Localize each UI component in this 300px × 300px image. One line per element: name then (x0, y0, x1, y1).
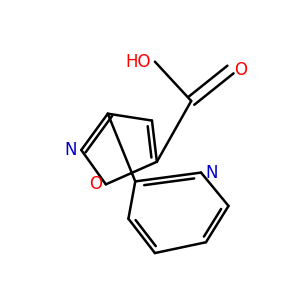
Text: N: N (65, 141, 77, 159)
Text: O: O (89, 176, 102, 194)
Text: HO: HO (125, 53, 151, 71)
Text: N: N (205, 164, 217, 181)
Text: O: O (234, 61, 248, 79)
